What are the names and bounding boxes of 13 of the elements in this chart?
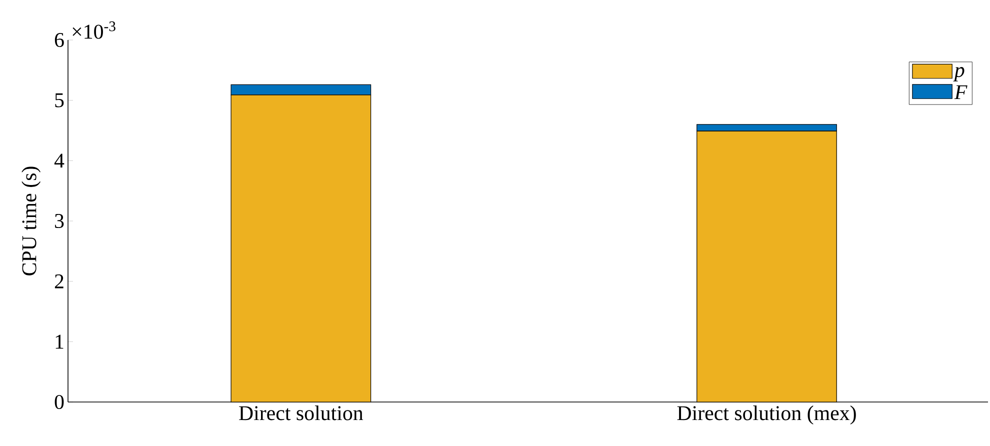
y-tick-label: 4	[54, 154, 64, 168]
y-tick-label: 2	[54, 274, 64, 288]
x-tick-label: Direct solution (mex)	[677, 406, 856, 424]
y-tick-label: 1	[56, 334, 64, 349]
y-tick-label: 3	[55, 214, 64, 228]
legend-label: p	[953, 67, 964, 82]
y-axis-title: CPU time (s)	[22, 166, 41, 276]
text: ×10$^{-3}$	[72, 21, 116, 39]
legend-label: F	[954, 85, 968, 100]
y-tick-label: 6	[54, 32, 64, 48]
x-tick-label: Direct solution	[239, 406, 364, 420]
y-tick-label: 0	[54, 394, 64, 410]
y-tick-label: 5	[55, 93, 64, 108]
